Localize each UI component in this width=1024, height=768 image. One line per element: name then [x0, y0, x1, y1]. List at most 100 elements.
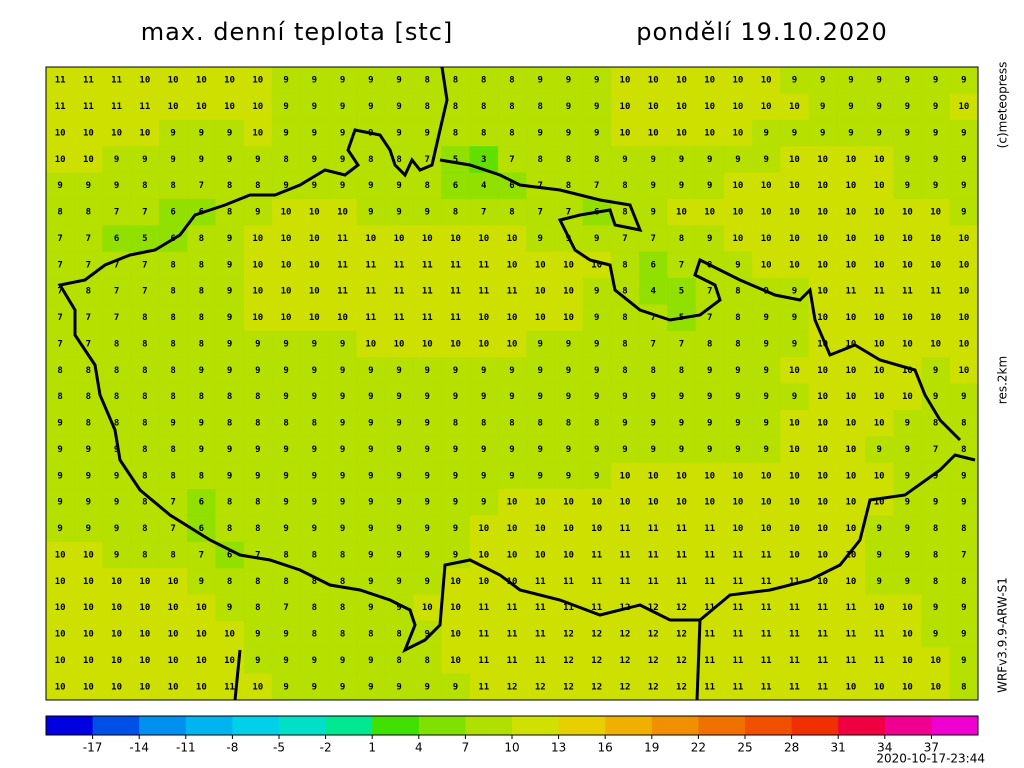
- grid-cell: [300, 647, 329, 675]
- grid-value: 8: [933, 524, 938, 534]
- grid-cell: [215, 146, 245, 173]
- grid-value: 11: [733, 577, 744, 587]
- grid-value: 8: [283, 577, 288, 587]
- colorbar-tick-label: 31: [831, 741, 846, 755]
- grid-cell: [384, 409, 414, 437]
- grid-cell: [271, 647, 301, 675]
- grid-value: 9: [396, 366, 401, 376]
- grid-cell: [497, 93, 527, 121]
- grid-cell: [469, 357, 499, 384]
- grid-cell: [187, 278, 216, 305]
- grid-value: 10: [620, 128, 631, 138]
- grid-cell: [102, 568, 132, 595]
- grid-value: 8: [170, 260, 175, 270]
- grid-cell: [667, 172, 697, 200]
- grid-cell: [865, 225, 894, 253]
- grid-cell: [158, 673, 188, 701]
- grid-cell: [215, 278, 245, 305]
- grid-value: 9: [199, 419, 204, 429]
- grid-cell: [610, 436, 640, 464]
- grid-cell: [949, 673, 979, 701]
- grid-value: 8: [227, 208, 232, 218]
- grid-value: 9: [283, 102, 288, 112]
- grid-value: 10: [648, 498, 659, 508]
- grid-value: 10: [648, 128, 659, 138]
- grid-value: 10: [789, 366, 800, 376]
- grid-value: 9: [594, 339, 599, 349]
- grid-value: 9: [933, 603, 938, 613]
- grid-cell: [130, 673, 160, 701]
- grid-cell: [695, 357, 725, 384]
- grid-cell: [46, 620, 75, 648]
- grid-value: 9: [340, 656, 345, 666]
- grid-cell: [639, 568, 668, 595]
- grid-cell: [158, 278, 188, 305]
- grid-cell: [102, 278, 132, 305]
- map-title: max. denní teplota [stc]: [141, 18, 454, 46]
- grid-value: 10: [789, 550, 800, 560]
- grid-value: 8: [142, 445, 147, 455]
- copyright: (c)meteopress: [996, 62, 1010, 149]
- grid-value: 9: [961, 603, 966, 613]
- grid-value: 11: [845, 630, 856, 640]
- grid-value: 6: [227, 550, 232, 560]
- grid-value: 12: [676, 630, 687, 640]
- grid-value: 11: [507, 603, 518, 613]
- grid-value: 11: [817, 656, 828, 666]
- grid-cell: [554, 647, 584, 675]
- grid-cell: [413, 515, 442, 543]
- grid-cell: [328, 251, 358, 279]
- grid-value: 9: [679, 419, 684, 429]
- grid-cell: [384, 251, 414, 279]
- grid-cell: [469, 383, 499, 411]
- grid-cell: [356, 594, 386, 622]
- grid-cell: [300, 541, 329, 569]
- grid-value: 10: [309, 208, 320, 218]
- grid-value: 11: [422, 260, 433, 270]
- grid-value: 9: [763, 419, 768, 429]
- grid-cell: [921, 172, 951, 200]
- grid-value: 11: [591, 577, 602, 587]
- grid-value: 12: [620, 630, 631, 640]
- grid-value: 9: [707, 181, 712, 191]
- grid-cell: [695, 172, 725, 200]
- grid-cell: [413, 67, 442, 94]
- grid-cell: [74, 462, 103, 490]
- grid-value: 9: [227, 287, 232, 297]
- grid-value: 10: [139, 76, 150, 86]
- grid-cell: [526, 436, 555, 464]
- grid-cell: [356, 647, 386, 675]
- grid-value: 9: [961, 128, 966, 138]
- grid-value: 10: [874, 682, 885, 692]
- grid-cell: [215, 357, 245, 384]
- grid-value: 10: [817, 498, 828, 508]
- grid-cell: [130, 409, 160, 437]
- grid-cell: [130, 93, 160, 121]
- grid-value: 9: [905, 128, 910, 138]
- grid-cell: [865, 541, 894, 569]
- grid-cell: [300, 436, 329, 464]
- grid-value: 9: [876, 76, 881, 86]
- grid-value: 10: [83, 128, 94, 138]
- grid-value: 11: [365, 287, 376, 297]
- grid-cell: [356, 146, 386, 173]
- grid-cell: [158, 198, 188, 226]
- grid-cell: [639, 620, 668, 648]
- grid-value: 9: [114, 550, 119, 560]
- grid-cell: [243, 67, 273, 94]
- grid-cell: [865, 620, 894, 648]
- grid-cell: [639, 409, 668, 437]
- grid-cell: [554, 541, 584, 569]
- grid-value: 8: [312, 630, 317, 640]
- grid-cell: [158, 647, 188, 675]
- grid-value: 9: [283, 445, 288, 455]
- grid-value: 10: [874, 419, 885, 429]
- grid-value: 10: [958, 260, 969, 270]
- grid-value: 10: [789, 234, 800, 244]
- grid-value: 7: [114, 208, 119, 218]
- grid-cell: [865, 436, 894, 464]
- grid-cell: [469, 673, 499, 701]
- grid-value: 10: [83, 550, 94, 560]
- grid-value: 9: [905, 181, 910, 191]
- grid-cell: [497, 357, 527, 384]
